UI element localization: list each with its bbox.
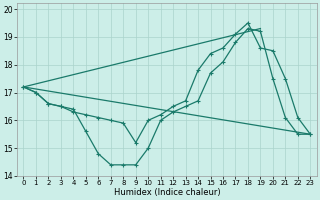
X-axis label: Humidex (Indice chaleur): Humidex (Indice chaleur) bbox=[114, 188, 220, 197]
